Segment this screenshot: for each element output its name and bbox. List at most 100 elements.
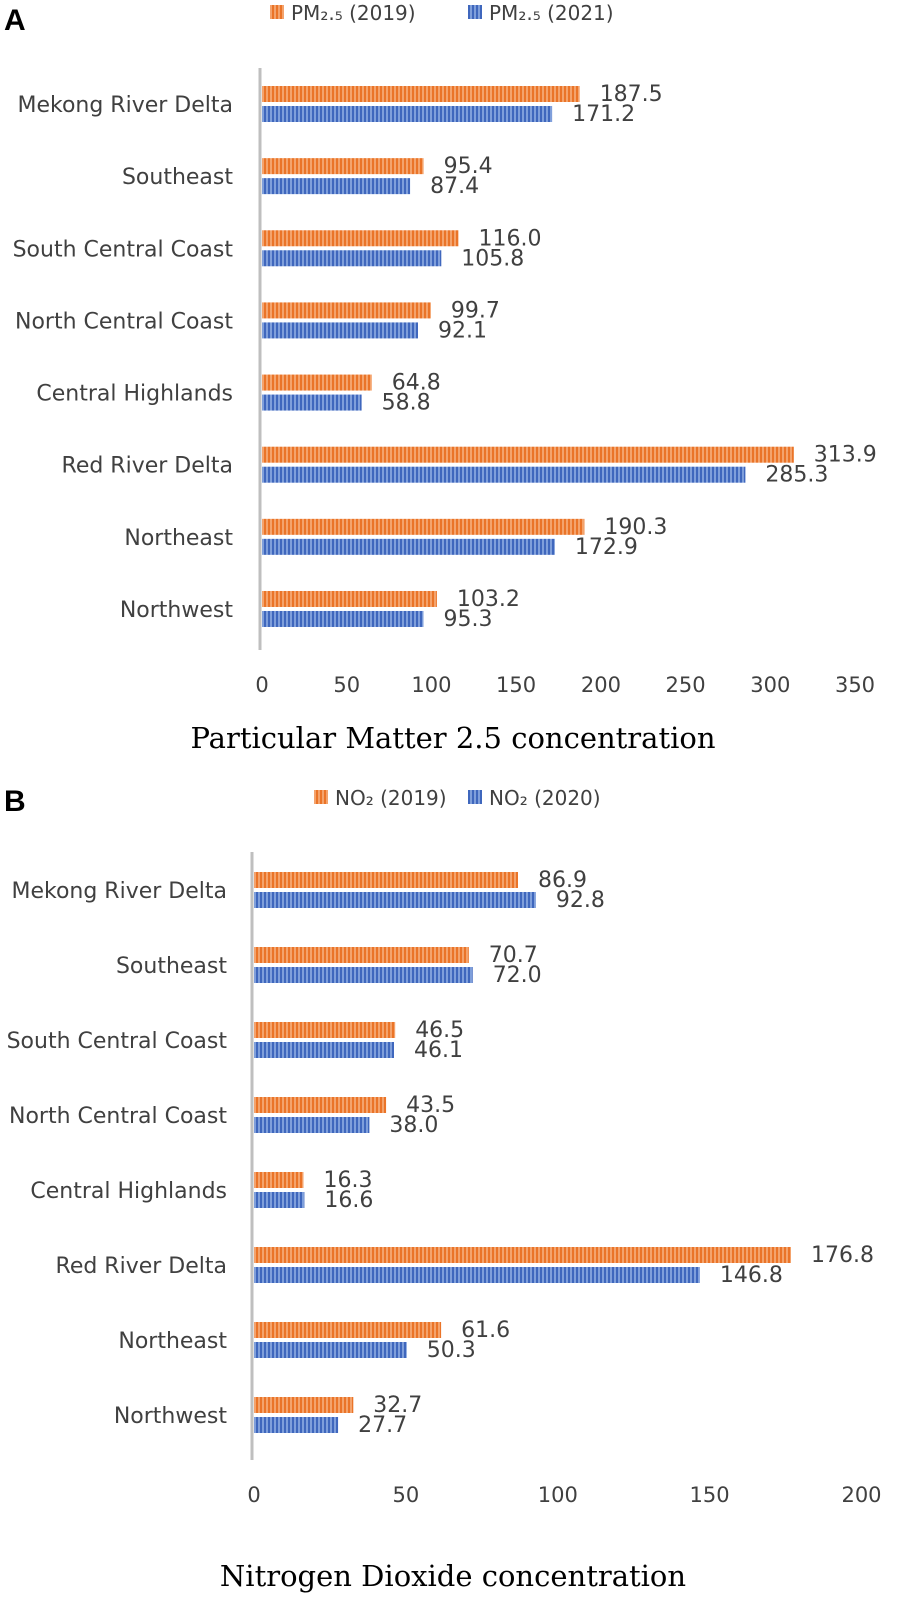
bar-series-1 bbox=[254, 1022, 396, 1038]
bar-series-2 bbox=[254, 1342, 407, 1358]
x-tick-label: 350 bbox=[835, 673, 875, 697]
bar-series-2 bbox=[262, 322, 418, 339]
bar-series-2 bbox=[254, 1042, 394, 1058]
bar-series-2 bbox=[262, 394, 362, 411]
panel-b-value-labels: 86.992.8 70.772.0 46.546.1 43.538.0 16.316.6… bbox=[324, 868, 874, 1438]
data-label: 86.9 bbox=[538, 868, 587, 893]
data-label: 190.3 bbox=[604, 515, 667, 540]
category-label: Southeast bbox=[122, 165, 233, 190]
category-label: Mekong River Delta bbox=[11, 879, 227, 904]
x-tick-label: 150 bbox=[690, 1483, 730, 1507]
x-tick-label: 200 bbox=[581, 673, 621, 697]
category-label: Northwest bbox=[120, 598, 234, 623]
bar-series-2 bbox=[254, 967, 473, 983]
data-label: 116.0 bbox=[479, 226, 542, 251]
panel-b-x-axis-title: Nitrogen Dioxide concentration bbox=[220, 1559, 686, 1593]
data-label: 92.8 bbox=[556, 888, 605, 913]
data-label: 16.6 bbox=[324, 1188, 373, 1213]
bar-series-1 bbox=[262, 86, 580, 102]
data-label: 103.2 bbox=[457, 587, 520, 612]
legend-swatch-series-1 bbox=[270, 5, 284, 19]
category-label: Central Highlands bbox=[30, 1179, 227, 1204]
panel-a-x-tick-labels: 0 50 100 150 200 250 300 350 bbox=[255, 673, 875, 697]
data-label: 72.0 bbox=[493, 963, 542, 988]
bar-series-1 bbox=[262, 518, 585, 535]
bar-series-2 bbox=[262, 538, 555, 555]
category-label: Northeast bbox=[118, 1329, 227, 1354]
bar-series-1 bbox=[254, 1322, 442, 1338]
bar-series-1 bbox=[254, 872, 518, 888]
bar-series-2 bbox=[254, 1267, 700, 1283]
bar-series-2 bbox=[262, 610, 424, 627]
bar-series-2 bbox=[262, 250, 442, 267]
data-label: 171.2 bbox=[572, 102, 635, 127]
data-label: 105.8 bbox=[461, 246, 524, 271]
data-label: 27.7 bbox=[358, 1413, 407, 1438]
data-label: 32.7 bbox=[373, 1393, 422, 1418]
category-label: Southeast bbox=[116, 954, 227, 979]
data-label: 87.4 bbox=[430, 174, 479, 199]
panel-b-legend: NO₂ (2019) NO₂ (2020) bbox=[314, 786, 601, 810]
data-label: 50.3 bbox=[427, 1338, 476, 1363]
category-label: South Central Coast bbox=[13, 237, 234, 262]
data-label: 187.5 bbox=[600, 82, 663, 107]
data-label: 95.4 bbox=[444, 154, 493, 179]
data-label: 92.1 bbox=[438, 318, 487, 343]
category-label: Mekong River Delta bbox=[17, 93, 233, 118]
data-label: 313.9 bbox=[814, 443, 877, 468]
category-label: South Central Coast bbox=[7, 1029, 228, 1054]
data-label: 176.8 bbox=[811, 1243, 874, 1268]
category-label: Northwest bbox=[114, 1404, 228, 1429]
data-label: 146.8 bbox=[720, 1263, 783, 1288]
x-tick-label: 50 bbox=[333, 673, 360, 697]
panel-b-bars bbox=[254, 872, 791, 1433]
data-label: 46.5 bbox=[415, 1018, 464, 1043]
category-label: Central Highlands bbox=[36, 382, 233, 407]
bar-series-1 bbox=[254, 947, 469, 963]
panel-b-chart: B NO₂ (2019) NO₂ (2020) Mekong River Del… bbox=[4, 785, 882, 1593]
x-tick-label: 0 bbox=[247, 1483, 260, 1507]
bar-series-2 bbox=[254, 1417, 339, 1433]
bar-series-1 bbox=[262, 158, 424, 175]
x-tick-label: 150 bbox=[496, 673, 536, 697]
legend-swatch-series-2 bbox=[468, 790, 482, 804]
bar-series-1 bbox=[254, 1397, 354, 1413]
category-label: North Central Coast bbox=[15, 309, 233, 334]
x-tick-label: 50 bbox=[393, 1483, 420, 1507]
x-tick-label: 250 bbox=[666, 673, 706, 697]
category-label: Red River Delta bbox=[56, 1254, 227, 1279]
category-label: North Central Coast bbox=[9, 1104, 227, 1129]
panel-b-letter: B bbox=[4, 785, 26, 818]
bar-series-2 bbox=[262, 466, 746, 483]
legend-swatch-series-1 bbox=[314, 790, 328, 804]
panel-b-category-labels: Mekong River Delta Southeast South Central… bbox=[7, 879, 228, 1429]
data-label: 70.7 bbox=[489, 943, 538, 968]
legend-label-series-1: PM₂.₅ (2019) bbox=[291, 1, 416, 25]
legend-label-series-1: NO₂ (2019) bbox=[335, 786, 447, 810]
data-label: 99.7 bbox=[451, 298, 500, 323]
bar-series-1 bbox=[262, 446, 794, 463]
x-tick-label: 200 bbox=[841, 1483, 881, 1507]
data-label: 64.8 bbox=[392, 371, 441, 396]
legend-label-series-2: NO₂ (2020) bbox=[489, 786, 601, 810]
bar-series-1 bbox=[262, 374, 372, 391]
bar-series-2 bbox=[254, 1117, 370, 1133]
bar-series-1 bbox=[254, 1247, 791, 1263]
bar-series-1 bbox=[254, 1172, 304, 1188]
category-label: Red River Delta bbox=[62, 454, 233, 479]
panel-b-x-tick-labels: 0 50 100 150 200 bbox=[247, 1483, 881, 1507]
panel-a-x-axis-title: Particular Matter 2.5 concentration bbox=[190, 721, 715, 755]
panel-a-legend: PM₂.₅ (2019) PM₂.₅ (2021) bbox=[270, 1, 614, 25]
bar-series-1 bbox=[254, 1097, 387, 1113]
bar-series-2 bbox=[254, 892, 536, 908]
data-label: 172.9 bbox=[575, 535, 638, 560]
bar-series-1 bbox=[262, 590, 437, 607]
panel-a-category-labels: Mekong River Delta Southeast South Central… bbox=[13, 93, 234, 623]
x-tick-label: 300 bbox=[750, 673, 790, 697]
x-tick-label: 100 bbox=[411, 673, 451, 697]
panel-a-bars bbox=[262, 86, 794, 627]
x-tick-label: 0 bbox=[255, 673, 268, 697]
